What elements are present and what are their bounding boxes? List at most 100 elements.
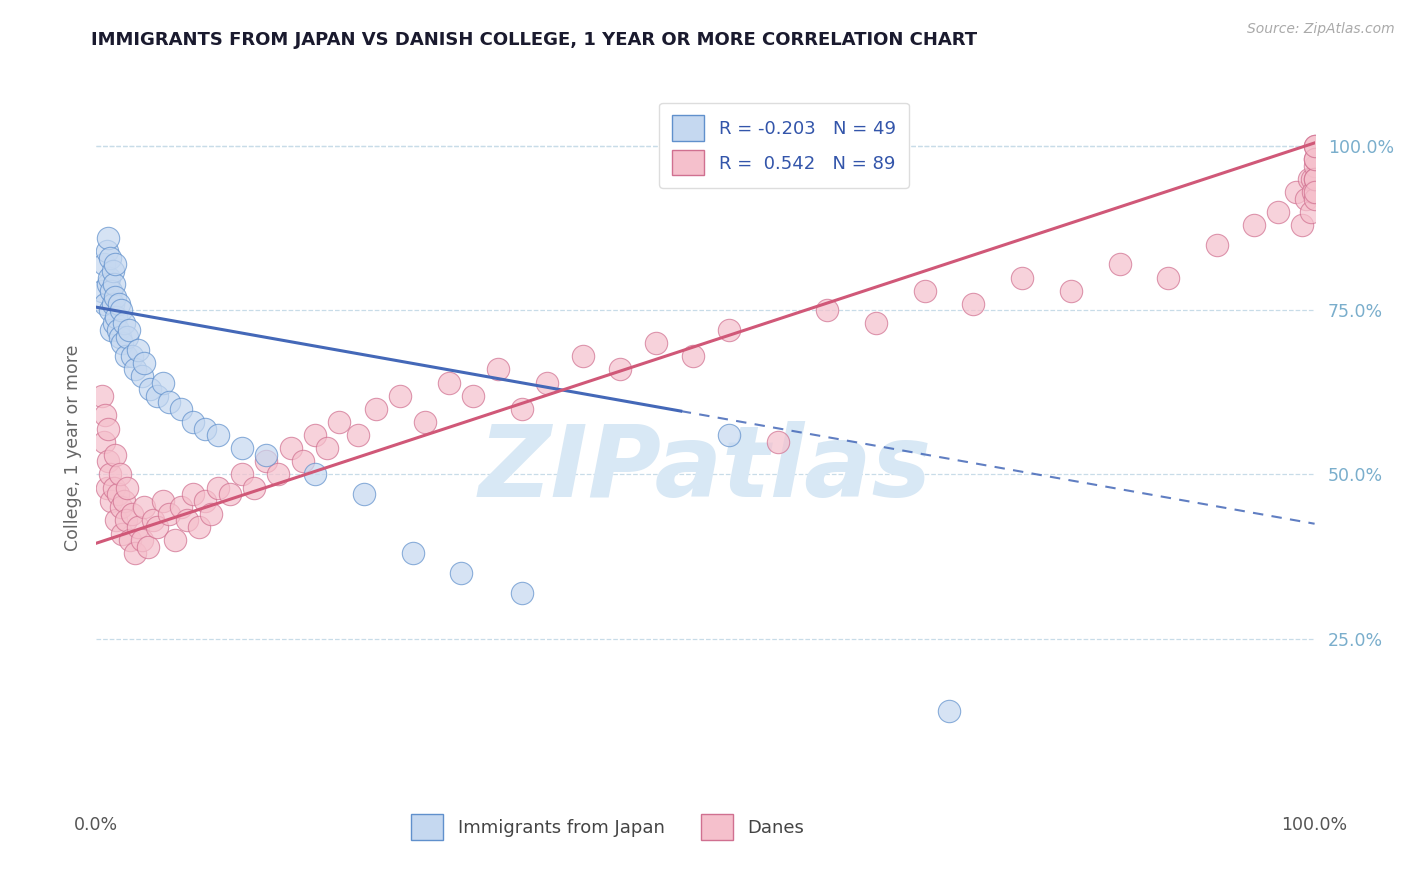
Point xyxy=(328,415,350,429)
Point xyxy=(93,434,115,449)
Point xyxy=(94,409,117,423)
Point xyxy=(110,500,132,515)
Point xyxy=(463,389,485,403)
Point xyxy=(98,467,121,482)
Text: ZIPatlas: ZIPatlas xyxy=(478,421,932,518)
Point xyxy=(364,401,387,416)
Point xyxy=(121,507,143,521)
Point xyxy=(176,513,198,527)
Point xyxy=(938,704,960,718)
Point xyxy=(157,395,180,409)
Point xyxy=(117,481,139,495)
Point xyxy=(90,284,112,298)
Point xyxy=(98,270,121,285)
Point xyxy=(110,303,132,318)
Point xyxy=(353,487,375,501)
Point xyxy=(142,513,165,527)
Point xyxy=(103,481,125,495)
Point xyxy=(1243,218,1265,232)
Point xyxy=(486,362,509,376)
Point xyxy=(100,284,122,298)
Point xyxy=(107,297,129,311)
Point xyxy=(346,428,368,442)
Point xyxy=(157,507,180,521)
Point xyxy=(1299,205,1322,219)
Point xyxy=(572,349,595,363)
Point xyxy=(103,277,125,291)
Point xyxy=(108,329,131,343)
Point xyxy=(1011,270,1033,285)
Point xyxy=(768,434,790,449)
Point xyxy=(413,415,436,429)
Point xyxy=(510,585,533,599)
Point xyxy=(115,349,138,363)
Point xyxy=(152,376,174,390)
Point xyxy=(389,389,412,403)
Point xyxy=(104,448,127,462)
Point xyxy=(254,454,277,468)
Point xyxy=(194,421,217,435)
Point xyxy=(139,382,162,396)
Point xyxy=(304,428,326,442)
Point xyxy=(98,251,121,265)
Point xyxy=(1301,172,1323,186)
Point xyxy=(194,493,217,508)
Point xyxy=(105,310,128,324)
Point xyxy=(145,520,167,534)
Point xyxy=(121,349,143,363)
Point xyxy=(815,303,838,318)
Point xyxy=(101,297,124,311)
Point xyxy=(131,533,153,548)
Point xyxy=(962,297,984,311)
Text: Source: ZipAtlas.com: Source: ZipAtlas.com xyxy=(1247,22,1395,37)
Point xyxy=(100,323,122,337)
Point xyxy=(231,442,253,455)
Point xyxy=(107,487,129,501)
Point xyxy=(207,481,229,495)
Point xyxy=(97,231,120,245)
Point xyxy=(108,467,131,482)
Point xyxy=(104,257,127,271)
Point xyxy=(1206,237,1229,252)
Point xyxy=(96,481,118,495)
Point xyxy=(134,356,156,370)
Point xyxy=(1295,192,1317,206)
Point xyxy=(134,500,156,515)
Point xyxy=(304,467,326,482)
Point xyxy=(100,493,122,508)
Point xyxy=(645,336,668,351)
Point xyxy=(316,442,339,455)
Point xyxy=(1303,139,1326,153)
Point xyxy=(1302,185,1324,199)
Point xyxy=(97,454,120,468)
Point xyxy=(1303,192,1326,206)
Point xyxy=(218,487,240,501)
Y-axis label: College, 1 year or more: College, 1 year or more xyxy=(63,345,82,551)
Point xyxy=(914,284,936,298)
Point xyxy=(1298,172,1320,186)
Point xyxy=(181,415,204,429)
Point xyxy=(401,546,423,560)
Point xyxy=(111,526,134,541)
Point xyxy=(93,257,115,271)
Point xyxy=(97,421,120,435)
Point xyxy=(170,500,193,515)
Point xyxy=(163,533,186,548)
Point xyxy=(96,244,118,259)
Point xyxy=(90,389,112,403)
Point xyxy=(254,448,277,462)
Point xyxy=(609,362,631,376)
Point xyxy=(105,513,128,527)
Point xyxy=(536,376,558,390)
Point xyxy=(145,389,167,403)
Point xyxy=(181,487,204,501)
Point xyxy=(111,336,134,351)
Point xyxy=(291,454,314,468)
Point xyxy=(152,493,174,508)
Point xyxy=(131,369,153,384)
Point xyxy=(1303,185,1326,199)
Point xyxy=(267,467,290,482)
Point xyxy=(124,362,146,376)
Point xyxy=(117,329,139,343)
Point xyxy=(682,349,704,363)
